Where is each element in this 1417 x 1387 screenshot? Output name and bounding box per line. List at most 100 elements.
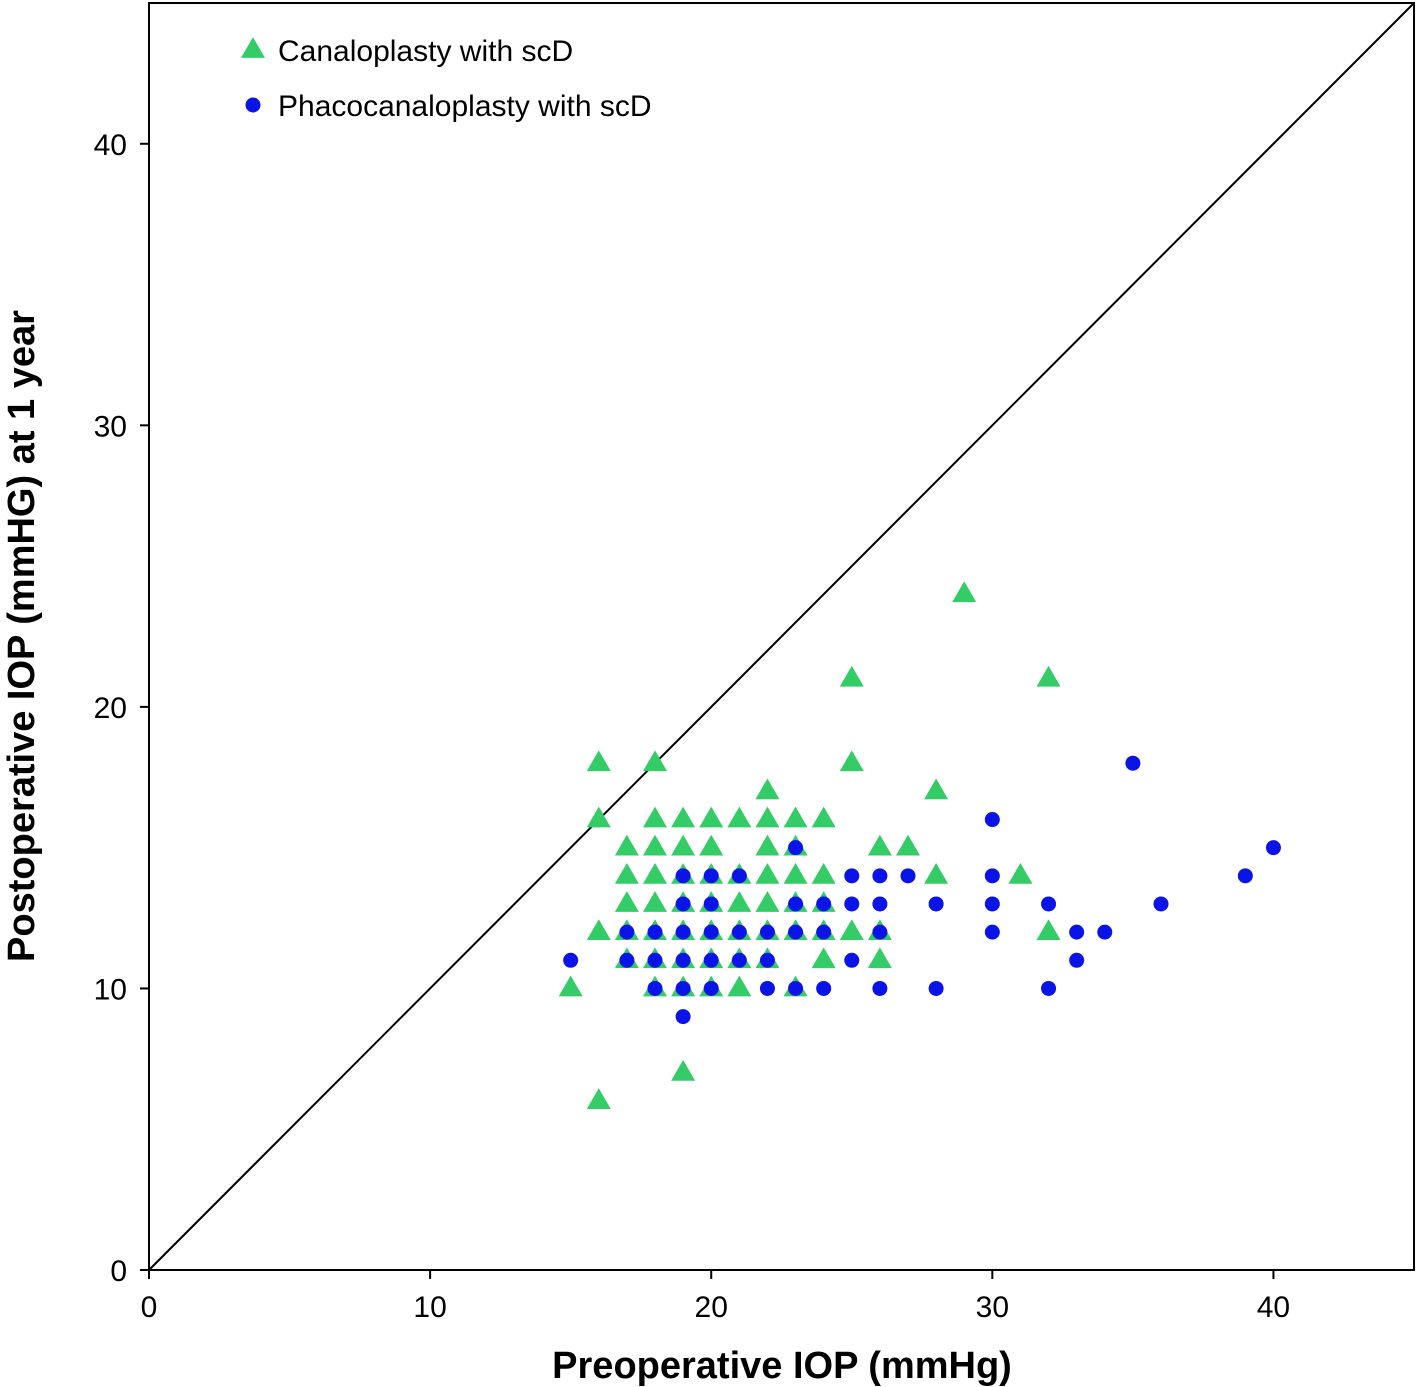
data-point-circle	[872, 896, 888, 912]
y-tick-label: 20	[94, 692, 127, 725]
legend: Canaloplasty with scD Phacocanaloplasty w…	[241, 35, 652, 123]
data-point-circle	[788, 924, 804, 940]
data-point-circle	[788, 896, 804, 912]
data-point-triangle	[924, 778, 949, 800]
legend-circle-icon	[245, 97, 261, 113]
data-point-triangle	[643, 806, 667, 828]
data-point-triangle	[811, 862, 836, 884]
data-point-triangle	[643, 750, 667, 772]
data-point-circle	[872, 980, 888, 996]
identity-line-layer	[148, 2, 1415, 1271]
data-point-circle	[675, 1009, 691, 1025]
data-point-circle	[647, 924, 663, 940]
data-point-circle	[984, 896, 1000, 912]
data-point-triangle	[755, 862, 780, 884]
data-point-circle	[816, 924, 832, 940]
data-point-triangle	[586, 806, 611, 828]
data-point-triangle	[952, 581, 977, 603]
x-axis-label: Preoperative IOP (mmHg)	[552, 1345, 1012, 1387]
data-point-triangle	[755, 834, 780, 856]
x-tick-label: 0	[141, 1291, 158, 1324]
data-point-triangle	[643, 834, 667, 856]
data-point-triangle	[727, 891, 752, 912]
data-point-circle	[1265, 840, 1281, 856]
data-point-circle	[675, 952, 691, 968]
data-point-triangle	[1008, 862, 1033, 884]
data-point-circle	[1237, 868, 1253, 884]
data-point-circle	[1153, 896, 1169, 912]
data-point-circle	[675, 868, 691, 884]
data-point-triangle	[586, 750, 611, 772]
data-point-triangle	[896, 834, 920, 856]
data-point-triangle	[867, 947, 892, 969]
data-point-circle	[563, 952, 579, 968]
data-point-circle	[788, 840, 804, 856]
data-point-circle	[619, 952, 635, 968]
data-point-circle	[703, 980, 719, 996]
data-point-triangle	[839, 750, 864, 772]
data-point-circle	[759, 952, 775, 968]
legend-triangle-icon	[241, 37, 265, 58]
data-point-triangle	[1036, 919, 1061, 941]
data-point-triangle	[839, 665, 864, 687]
data-point-triangle	[755, 891, 780, 912]
data-point-circle	[872, 868, 888, 884]
data-point-triangle	[586, 1088, 611, 1109]
data-point-circle	[1097, 924, 1113, 940]
data-point-circle	[844, 896, 860, 912]
data-point-triangle	[727, 806, 752, 828]
data-point-triangle	[614, 862, 639, 884]
x-tick-label: 10	[413, 1291, 446, 1324]
identity-line	[148, 2, 1415, 1271]
data-point-circle	[703, 924, 719, 940]
data-point-circle	[1069, 924, 1085, 940]
data-point-circle	[1041, 980, 1057, 996]
data-point-circle	[759, 924, 775, 940]
data-point-triangle	[614, 891, 639, 912]
data-point-triangle	[699, 834, 724, 856]
data-point-circle	[816, 980, 832, 996]
data-point-circle	[731, 952, 747, 968]
data-point-circle	[788, 980, 804, 996]
series-1	[558, 581, 1061, 1109]
x-tick-label: 20	[695, 1291, 728, 1324]
x-tick-label: 30	[976, 1291, 1009, 1324]
data-point-circle	[816, 896, 832, 912]
data-point-triangle	[811, 806, 836, 828]
data-point-triangle	[671, 834, 696, 856]
data-point-triangle	[1036, 665, 1061, 687]
data-point-circle	[1069, 952, 1085, 968]
data-point-circle	[844, 868, 860, 884]
y-tick-label: 30	[94, 410, 127, 443]
data-point-circle	[703, 952, 719, 968]
data-point-circle	[984, 924, 1000, 940]
data-point-circle	[703, 868, 719, 884]
axis-ticks-layer: 0 10 20 30 40 0 10 20 30 40	[94, 129, 1291, 1324]
data-point-circle	[928, 980, 944, 996]
plot-area	[148, 2, 1415, 1271]
data-point-triangle	[783, 862, 808, 884]
data-point-circle	[675, 896, 691, 912]
data-point-circle	[1041, 896, 1057, 912]
data-point-circle	[984, 868, 1000, 884]
data-point-circle	[844, 952, 860, 968]
data-point-triangle	[867, 834, 892, 856]
data-point-circle	[647, 952, 663, 968]
data-point-circle	[647, 980, 663, 996]
data-point-circle	[984, 812, 1000, 828]
data-point-circle	[900, 868, 916, 884]
data-point-circle	[731, 924, 747, 940]
y-axis-label: Postoperative IOP (mmHG) at 1 year	[1, 310, 43, 962]
data-point-triangle	[924, 862, 949, 884]
data-point-circle	[928, 896, 944, 912]
data-point-triangle	[811, 947, 836, 969]
y-tick-label: 10	[94, 973, 127, 1006]
data-point-triangle	[558, 975, 583, 997]
data-point-triangle	[783, 806, 808, 828]
plot-frame	[148, 2, 1415, 1271]
series-2	[563, 755, 1281, 1025]
data-point-circle	[675, 980, 691, 996]
x-tick-label: 40	[1257, 1291, 1290, 1324]
data-point-triangle	[614, 834, 639, 856]
data-point-triangle	[727, 975, 752, 997]
